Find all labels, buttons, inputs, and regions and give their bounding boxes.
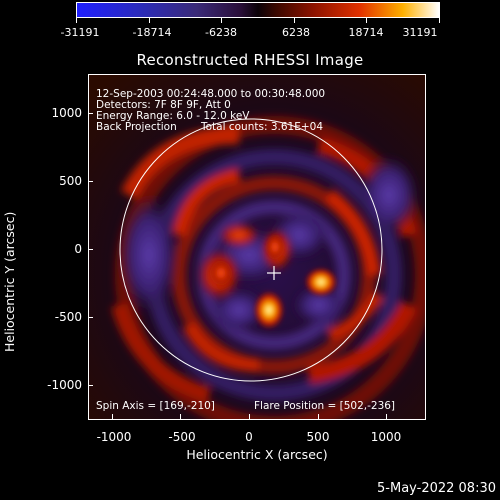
info-total-counts: Total counts: 3.61E+04 [201,121,324,133]
colorbar-tick-mark [76,18,77,23]
x-tick-mark [249,414,250,419]
colorbar-tick-label: -31191 [60,26,100,39]
date-stamp: 5-May-2022 08:30 [377,481,496,496]
y-tick-label: 500 [59,174,82,188]
x-tick-label: 500 [306,430,330,444]
colorbar-tick-label: 18714 [348,26,384,39]
colorbar [76,2,440,18]
y-tick-label: -1000 [47,378,82,392]
image-structure [111,116,425,419]
flare-sources [209,233,338,330]
y-tick-label: 1000 [51,106,82,120]
rhessi-image-canvas [89,75,425,419]
info-energy-range: Energy Range: 6.0 - 12.0 keV [96,110,250,122]
spin-axis-cross [267,266,281,280]
colorbar-tick-label: 6238 [282,26,310,39]
x-tick-label: 0 [245,430,253,444]
colorbar-tick-label: -6238 [205,26,237,39]
info-method: Back Projection [96,121,177,133]
colorbar-tick-label: -18714 [132,26,172,39]
x-tick-mark [180,414,181,419]
colorbar-tick-mark [149,18,150,23]
y-tick-label: 0 [74,242,82,256]
y-tick-label: -500 [54,310,82,324]
x-axis-label: Heliocentric X (arcsec) [186,447,328,462]
x-tick-label: 1000 [370,430,402,444]
flare-position-label: Flare Position = [502,-236] [254,400,396,412]
spin-axis-label: Spin Axis = [169,-210] [96,400,215,412]
y-tick-mark [88,317,93,318]
x-tick-mark [386,414,387,419]
solar-limb-circle [119,118,383,382]
x-tick-mark [112,414,113,419]
y-tick-mark [88,113,93,114]
colorbar-tick-mark [221,18,222,23]
y-tick-mark [88,249,93,250]
info-detectors: Detectors: 7F 8F 9F, Att 0 [96,99,231,111]
x-tick-label: -500 [168,430,196,444]
y-tick-mark [88,181,93,182]
x-tick-label: -1000 [96,430,132,444]
image-title: Reconstructed RHESSI Image [136,51,364,69]
rhessi-image-plot: 12-Sep-2003 00:24:48.000 to 00:30:48.000… [88,74,426,420]
y-axis-label: Heliocentric Y (arcsec) [2,211,17,352]
colorbar-tick-label: 31191 [402,26,438,39]
colorbar-tick-mark [439,18,440,23]
x-tick-mark [318,414,319,419]
colorbar-tick-mark [366,18,367,23]
y-tick-mark [88,385,93,386]
info-time-range: 12-Sep-2003 00:24:48.000 to 00:30:48.000 [96,88,326,100]
colorbar-tick-mark [294,18,295,23]
